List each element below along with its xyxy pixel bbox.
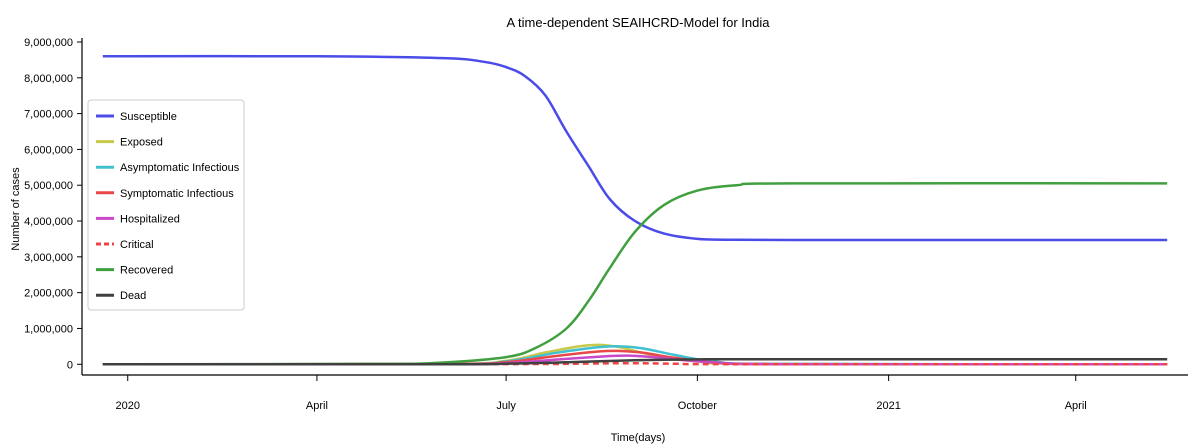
legend-box — [87, 99, 245, 311]
y-tick-label: 9,000,000 — [24, 37, 73, 49]
y-tick-label: 5,000,000 — [24, 180, 73, 192]
legend-label: Recovered — [120, 265, 173, 277]
y-tick-label: 3,000,000 — [24, 252, 73, 264]
series-line-critical — [102, 361, 1168, 366]
series-line-dead — [102, 357, 1168, 366]
legend-label: Asymptomatic Infectious — [120, 162, 240, 174]
y-axis-title: Number of cases — [10, 167, 22, 251]
legend: Susceptible Exposed Asymptomatic Infectiou… — [87, 99, 245, 311]
x-tick-label: July — [496, 400, 516, 412]
y-tick-label: 4,000,000 — [24, 216, 73, 228]
y-tick-label: 1,000,000 — [24, 323, 73, 335]
legend-label: Critical — [120, 239, 154, 251]
legend-label: Exposed — [120, 137, 163, 149]
chart-title: A time-dependent SEAIHCRD-Model for Indi… — [506, 15, 770, 30]
y-tick-label: 7,000,000 — [24, 109, 73, 121]
x-tick-label: April — [306, 400, 328, 412]
legend-label: Susceptible — [120, 111, 177, 123]
x-tick-label: 2021 — [876, 400, 900, 412]
y-tick-label: 6,000,000 — [24, 144, 73, 156]
series-line-recovered — [102, 182, 1168, 366]
y-tick-label: 8,000,000 — [24, 73, 73, 85]
x-tick-label: 2020 — [115, 400, 139, 412]
series-layer — [102, 54, 1168, 366]
legend-label: Dead — [120, 290, 146, 302]
x-tick-label: April — [1065, 400, 1087, 412]
x-axis-title: Time(days) — [611, 432, 666, 444]
series-line-susceptible — [102, 54, 1168, 242]
y-tick-label: 2,000,000 — [24, 288, 73, 300]
y-tick-label: 0 — [67, 359, 73, 371]
legend-label: Symptomatic Infectious — [120, 188, 234, 200]
axes: 0 1,000,000 2,000,000 3,000,000 4,000,000 5,0… — [24, 37, 1188, 412]
x-tick-label: October — [678, 400, 717, 412]
legend-label: Hospitalized — [120, 213, 180, 225]
